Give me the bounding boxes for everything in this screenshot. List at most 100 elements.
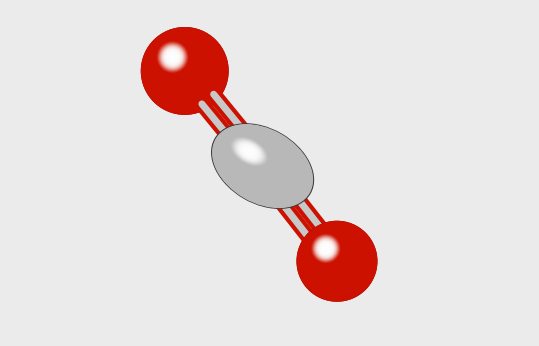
- Circle shape: [172, 56, 174, 58]
- Circle shape: [171, 57, 185, 71]
- Circle shape: [162, 46, 183, 68]
- Circle shape: [172, 59, 182, 69]
- Circle shape: [159, 45, 202, 88]
- Ellipse shape: [225, 135, 296, 194]
- Circle shape: [160, 46, 201, 87]
- Circle shape: [315, 240, 350, 274]
- Circle shape: [309, 233, 360, 284]
- Circle shape: [170, 56, 185, 72]
- Ellipse shape: [237, 142, 261, 161]
- Circle shape: [167, 53, 190, 77]
- Circle shape: [169, 55, 187, 73]
- Circle shape: [143, 29, 225, 112]
- Circle shape: [298, 222, 375, 300]
- Circle shape: [326, 251, 334, 258]
- Ellipse shape: [216, 127, 308, 204]
- Ellipse shape: [239, 147, 278, 178]
- Circle shape: [316, 241, 348, 273]
- Circle shape: [147, 33, 220, 107]
- Ellipse shape: [227, 137, 294, 192]
- Circle shape: [319, 243, 344, 269]
- Circle shape: [313, 236, 338, 261]
- Circle shape: [309, 234, 359, 283]
- Ellipse shape: [234, 143, 284, 183]
- Circle shape: [149, 35, 217, 103]
- Circle shape: [158, 42, 188, 72]
- Ellipse shape: [238, 146, 279, 180]
- Circle shape: [323, 246, 328, 251]
- Circle shape: [307, 231, 363, 287]
- Ellipse shape: [246, 152, 269, 171]
- Ellipse shape: [240, 148, 276, 177]
- Circle shape: [174, 61, 180, 66]
- Circle shape: [148, 34, 219, 105]
- Circle shape: [147, 33, 220, 106]
- Ellipse shape: [224, 135, 297, 194]
- Circle shape: [162, 48, 198, 84]
- Circle shape: [301, 225, 371, 296]
- Ellipse shape: [242, 149, 274, 175]
- Circle shape: [302, 227, 369, 293]
- Ellipse shape: [234, 142, 285, 184]
- Circle shape: [320, 244, 344, 268]
- Circle shape: [308, 233, 360, 284]
- Ellipse shape: [222, 132, 301, 198]
- Circle shape: [316, 240, 349, 273]
- Circle shape: [320, 243, 332, 255]
- Circle shape: [319, 242, 333, 255]
- Ellipse shape: [218, 129, 305, 201]
- Circle shape: [150, 37, 215, 101]
- Ellipse shape: [233, 141, 286, 185]
- Circle shape: [319, 243, 345, 270]
- Ellipse shape: [222, 133, 300, 197]
- Ellipse shape: [245, 152, 270, 172]
- Circle shape: [146, 32, 222, 108]
- Ellipse shape: [251, 156, 262, 166]
- Circle shape: [322, 246, 340, 264]
- Ellipse shape: [237, 145, 280, 181]
- Circle shape: [316, 239, 336, 258]
- Circle shape: [312, 236, 356, 280]
- Ellipse shape: [250, 155, 264, 167]
- Circle shape: [163, 47, 183, 67]
- Ellipse shape: [253, 158, 259, 163]
- Circle shape: [168, 52, 177, 62]
- Circle shape: [149, 35, 217, 103]
- Ellipse shape: [245, 148, 253, 155]
- Ellipse shape: [226, 136, 295, 193]
- Circle shape: [314, 236, 338, 261]
- Circle shape: [150, 36, 216, 102]
- Ellipse shape: [223, 133, 300, 197]
- Circle shape: [160, 47, 201, 86]
- Circle shape: [321, 244, 330, 253]
- Circle shape: [169, 54, 176, 60]
- Circle shape: [314, 238, 353, 277]
- Circle shape: [323, 247, 338, 263]
- Ellipse shape: [225, 135, 295, 193]
- Ellipse shape: [244, 150, 272, 174]
- Circle shape: [166, 51, 179, 64]
- Ellipse shape: [220, 131, 302, 199]
- Circle shape: [315, 239, 351, 275]
- Circle shape: [170, 56, 186, 73]
- Circle shape: [325, 249, 336, 261]
- Ellipse shape: [226, 136, 294, 192]
- Ellipse shape: [246, 153, 268, 171]
- Ellipse shape: [217, 128, 307, 203]
- Ellipse shape: [212, 124, 314, 208]
- Circle shape: [317, 242, 348, 272]
- Ellipse shape: [248, 154, 265, 168]
- Circle shape: [166, 52, 192, 78]
- Circle shape: [308, 232, 361, 285]
- Ellipse shape: [230, 139, 291, 189]
- Ellipse shape: [252, 157, 261, 165]
- Circle shape: [167, 53, 191, 78]
- Ellipse shape: [236, 144, 281, 182]
- Circle shape: [161, 47, 199, 86]
- Circle shape: [144, 30, 224, 110]
- Circle shape: [317, 239, 335, 257]
- Circle shape: [152, 38, 212, 99]
- Ellipse shape: [245, 152, 270, 172]
- Circle shape: [321, 245, 342, 266]
- Ellipse shape: [247, 154, 267, 170]
